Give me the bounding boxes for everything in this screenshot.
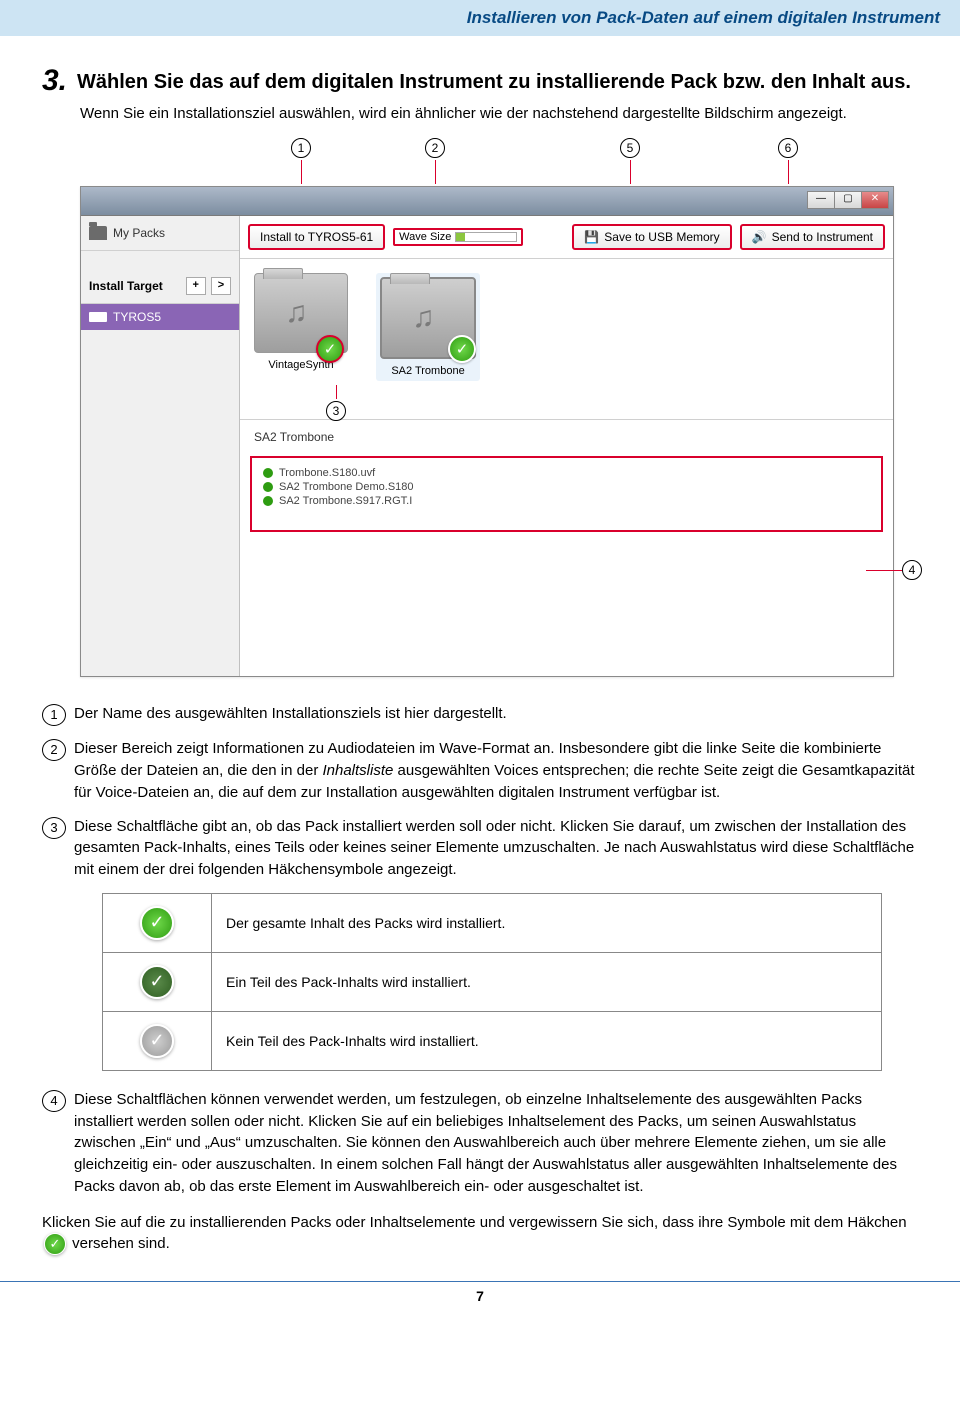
table-row: ✓ Kein Teil des Pack-Inhalts wird instal… <box>103 1011 882 1070</box>
detail-file-panel: Trombone.S180.uvf SA2 Trombone Demo.S180… <box>250 456 883 532</box>
window-controls: — ▢ ✕ <box>808 191 889 209</box>
table-row: ✓ Der gesamte Inhalt des Packs wird inst… <box>103 893 882 952</box>
my-packs-row[interactable]: My Packs <box>81 216 239 251</box>
closing-para: Klicken Sie auf die zu installierenden P… <box>42 1212 918 1256</box>
description-list: 1 Der Name des ausgewählten Installation… <box>42 703 918 881</box>
install-target-header: Install Target + > <box>81 269 239 304</box>
file-row[interactable]: SA2 Trombone.S917.RGT.I <box>262 494 871 508</box>
sidebar: My Packs Install Target + > TYROS5 <box>81 216 240 676</box>
page-title: Installieren von Pack-Daten auf einem di… <box>20 8 940 28</box>
callout-row-top: 1 2 5 6 <box>80 138 918 186</box>
add-target-button[interactable]: + <box>186 277 206 295</box>
callout-3: 3 <box>326 385 346 421</box>
callout-2: 2 <box>425 138 445 184</box>
callout-5: 5 <box>620 138 640 184</box>
check-dot-icon <box>262 481 274 493</box>
target-item-tyros5[interactable]: TYROS5 <box>81 304 239 330</box>
file-row[interactable]: SA2 Trombone Demo.S180 <box>262 480 871 494</box>
maximize-button[interactable]: ▢ <box>834 191 862 209</box>
install-to-button[interactable]: Install to TYROS5-61 <box>248 224 385 250</box>
top-toolbar: Install to TYROS5-61 Wave Size 💾 Save to… <box>240 216 893 259</box>
close-button[interactable]: ✕ <box>861 191 889 209</box>
check-icon-grey: ✓ <box>140 1024 174 1058</box>
step-heading: 3. Wählen Sie das auf dem digitalen Inst… <box>42 66 918 96</box>
check-desc: Der gesamte Inhalt des Packs wird instal… <box>212 893 882 952</box>
wave-size-box: Wave Size <box>393 228 523 246</box>
file-row[interactable]: Trombone.S180.uvf <box>262 466 871 480</box>
step-desc: Wenn Sie ein Installationsziel auswählen… <box>80 104 918 124</box>
num-3: 3 <box>42 817 66 839</box>
send-instrument-button[interactable]: 🔊 Send to Instrument <box>740 224 885 250</box>
footer: 7 <box>0 1281 960 1304</box>
send-icon: 🔊 <box>752 230 767 244</box>
description-list-2: 4 Diese Schaltflächen können verwendet w… <box>42 1089 918 1198</box>
page-number: 7 <box>476 1288 484 1304</box>
pack-vintagesynth[interactable]: ♫ ✓ VintageSynth <box>254 273 348 381</box>
pack-area: ♫ ✓ VintageSynth ♫ ✓ SA2 Trombone <box>240 259 893 387</box>
check-desc: Ein Teil des Pack-Inhalts wird installie… <box>212 952 882 1011</box>
num-4: 4 <box>42 1090 66 1112</box>
titlebar: — ▢ ✕ <box>81 187 893 216</box>
callout-4: 4 <box>866 560 922 580</box>
keyboard-icon <box>89 312 107 322</box>
install-target-label: Install Target <box>89 279 163 293</box>
check-icon-inline: ✓ <box>44 1233 66 1255</box>
minimize-button[interactable]: — <box>807 191 835 209</box>
main-panel: Install to TYROS5-61 Wave Size 💾 Save to… <box>240 216 893 676</box>
detail-title: SA2 Trombone <box>240 420 893 446</box>
check-dot-icon <box>262 467 274 479</box>
table-row: ✓ Ein Teil des Pack-Inhalts wird install… <box>103 952 882 1011</box>
pack-sa2-trombone[interactable]: ♫ ✓ SA2 Trombone <box>376 273 480 381</box>
check-desc: Kein Teil des Pack-Inhalts wird installi… <box>212 1011 882 1070</box>
check-table: ✓ Der gesamte Inhalt des Packs wird inst… <box>102 893 882 1071</box>
usb-icon: 💾 <box>584 230 599 244</box>
next-target-button[interactable]: > <box>211 277 231 295</box>
music-icon: ♫ <box>412 301 435 335</box>
check-icon[interactable]: ✓ <box>448 335 476 363</box>
save-usb-button[interactable]: 💾 Save to USB Memory <box>572 224 731 250</box>
check-dot-icon <box>262 495 274 507</box>
num-2: 2 <box>42 739 66 761</box>
header-band: Installieren von Pack-Daten auf einem di… <box>0 0 960 36</box>
my-packs-label: My Packs <box>113 226 165 240</box>
step-title: Wählen Sie das auf dem digitalen Instrum… <box>77 66 911 95</box>
callout-6: 6 <box>778 138 798 184</box>
folder-icon <box>89 226 107 240</box>
check-icon-dark: ✓ <box>140 965 174 999</box>
num-1: 1 <box>42 704 66 726</box>
step-number: 3. <box>42 66 67 96</box>
pack-label: SA2 Trombone <box>380 365 476 377</box>
check-icon-green: ✓ <box>140 906 174 940</box>
app-window: — ▢ ✕ My Packs Install Target + <box>80 186 894 677</box>
wave-size-bar <box>455 232 517 242</box>
music-icon: ♫ <box>285 296 308 330</box>
callout-1: 1 <box>291 138 311 184</box>
